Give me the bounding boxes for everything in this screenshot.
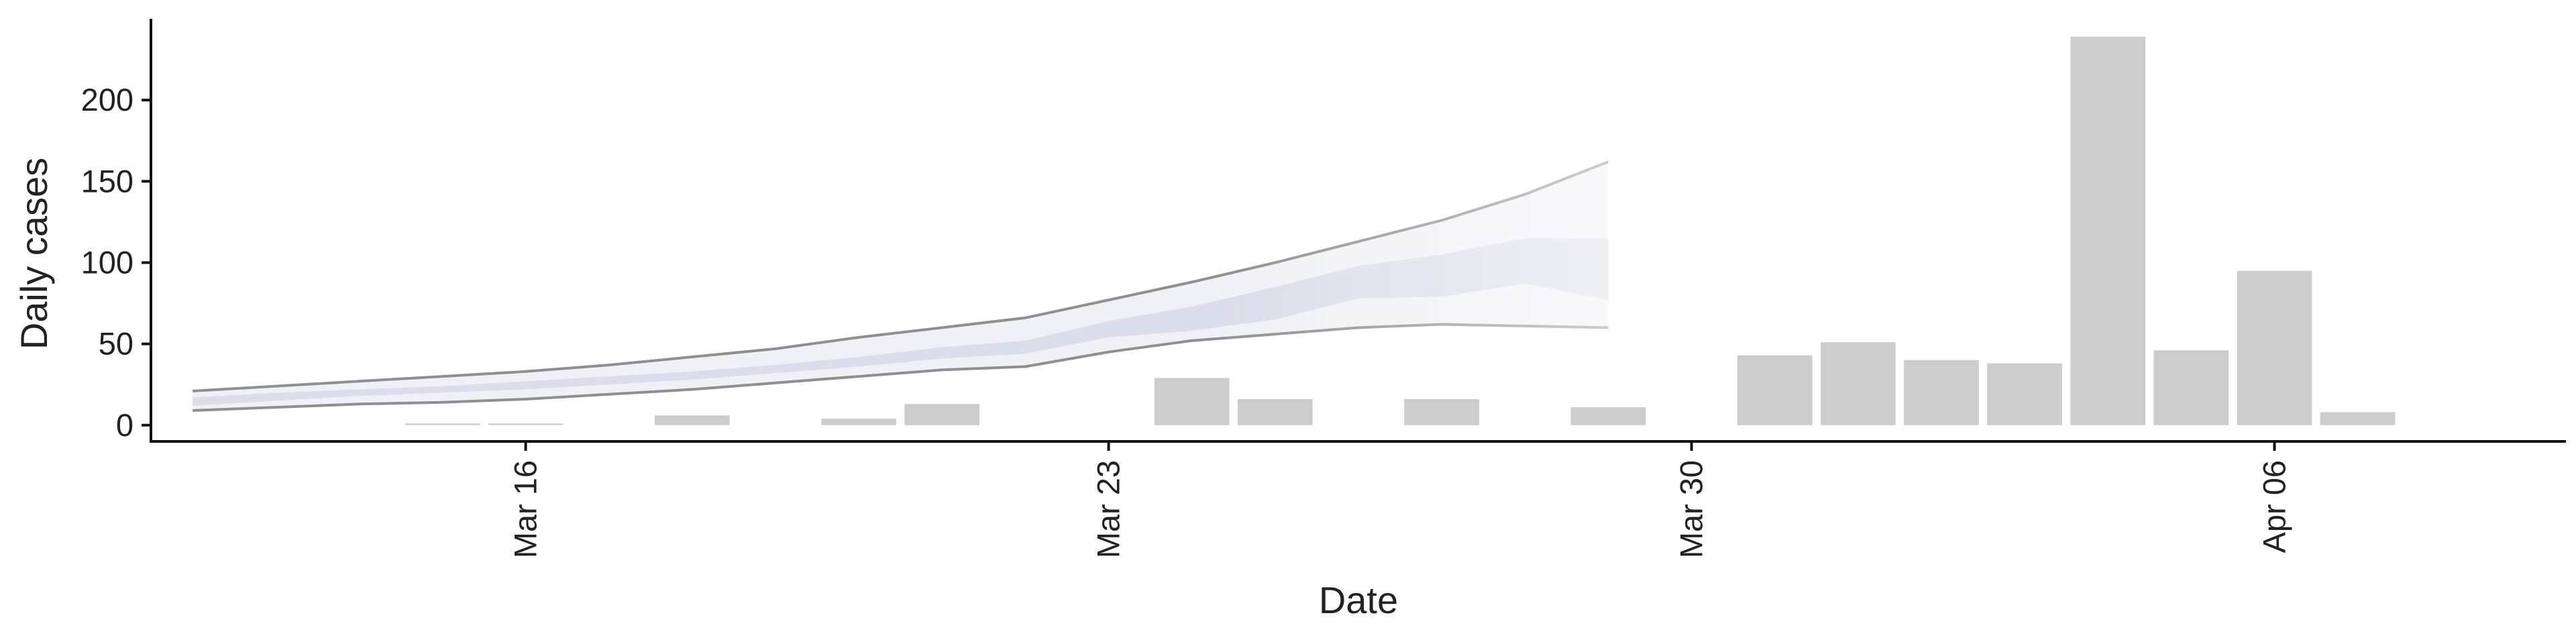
y-tick-label: 0	[116, 407, 133, 443]
y-tick-label: 50	[99, 326, 133, 362]
y-axis-ticks: 0 50 100 150 200	[81, 82, 151, 443]
y-tick-label: 200	[81, 82, 133, 117]
bar	[1154, 378, 1230, 425]
bar	[1737, 355, 1813, 425]
bar-series	[405, 36, 2396, 425]
y-tick-label: 100	[81, 244, 133, 280]
x-axis-title: Date	[1319, 579, 1398, 621]
nowcast-upper-line	[192, 160, 1609, 392]
bar	[2237, 270, 2312, 425]
x-tick-label: Mar 16	[508, 460, 543, 558]
bar	[655, 415, 730, 425]
bar	[405, 423, 480, 425]
nowcast-lower-line	[193, 323, 1609, 412]
nowcast-band-50	[193, 238, 1609, 406]
bar	[1821, 342, 1896, 425]
nowcast-bands	[192, 160, 1609, 412]
bar	[904, 404, 980, 425]
x-axis-ticks: Mar 16 Mar 23 Mar 30 Apr 06	[508, 441, 2292, 558]
bar	[1987, 363, 2062, 425]
bar	[1238, 399, 1313, 425]
bar	[821, 419, 896, 425]
x-tick-label: Apr 06	[2257, 460, 2292, 553]
bar	[2070, 36, 2146, 425]
bar	[2153, 350, 2229, 425]
bar	[1404, 399, 1479, 425]
axes	[150, 19, 2566, 443]
y-axis-title: Daily cases	[13, 158, 55, 350]
nowcast-band-group	[192, 160, 1609, 412]
bar	[1570, 407, 1646, 425]
x-tick-label: Mar 30	[1674, 460, 1709, 558]
y-tick-label: 150	[81, 163, 133, 199]
bar	[1904, 360, 1979, 425]
bar	[488, 423, 564, 425]
x-tick-label: Mar 23	[1091, 460, 1126, 558]
bar	[2320, 412, 2396, 425]
